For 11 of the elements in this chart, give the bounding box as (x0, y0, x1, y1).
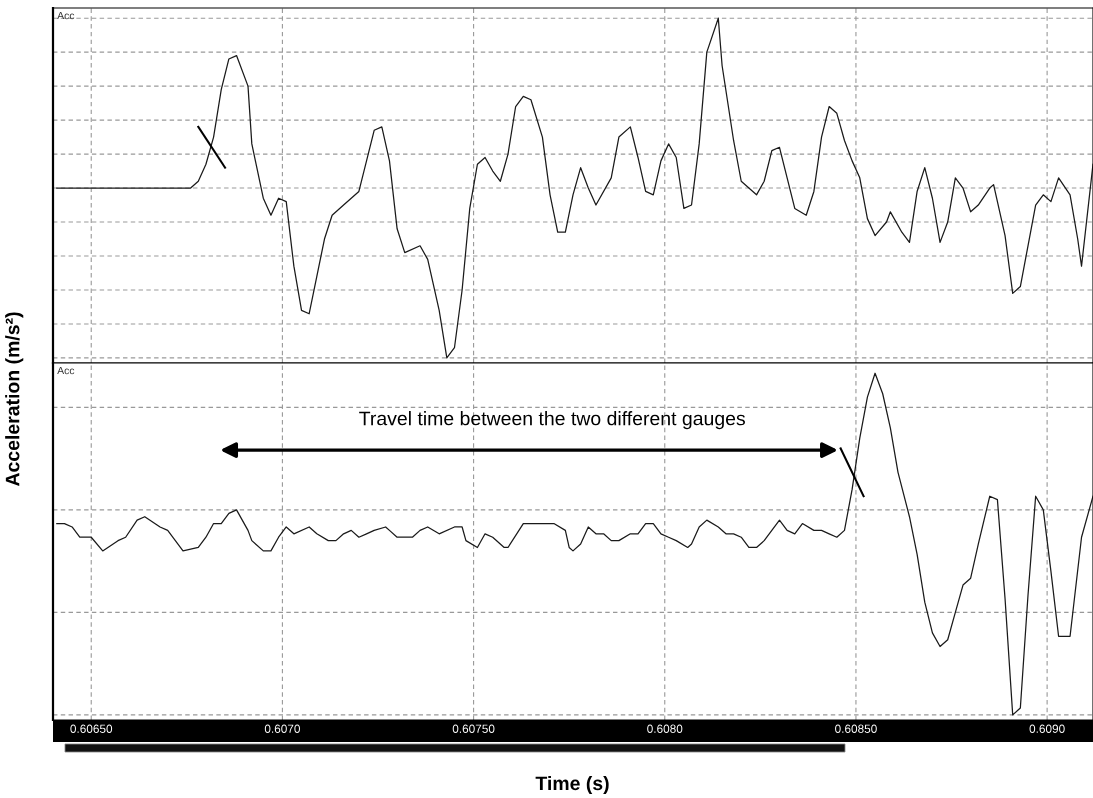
annotation: Acc (57, 11, 75, 20)
x-tick-label: 0.6090 (1029, 724, 1065, 733)
x-tick-label: 0.60650 (70, 724, 113, 733)
annotation: Acc (57, 366, 75, 375)
x-tick-label: 0.6080 (647, 724, 683, 733)
x-tick-label: 0.6070 (264, 724, 301, 733)
annotation: Travel time between the two different gauges (359, 411, 745, 430)
x-tick-label: 0.60750 (452, 724, 495, 733)
x-tick-label: 0.60850 (835, 724, 877, 733)
y-axis-title: Acceleration (m/s²) (5, 312, 24, 487)
x-axis-title: Time (s) (535, 775, 609, 795)
